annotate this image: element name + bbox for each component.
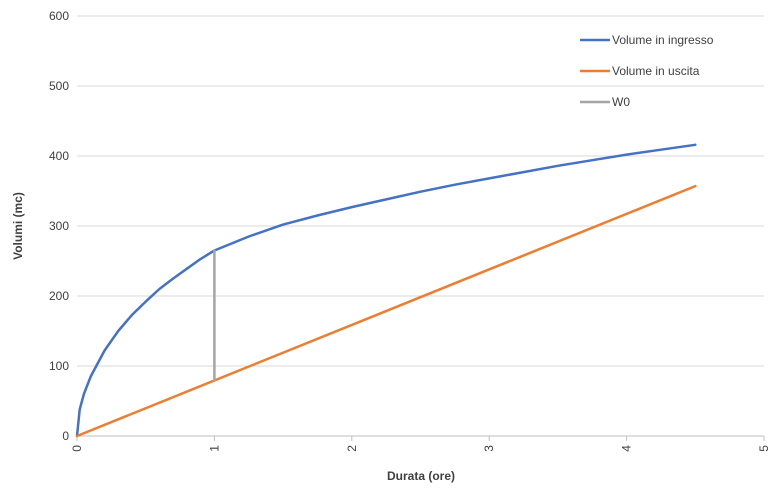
axes: 0 100 200 300 400 500 600 0 1 2 3 4 5	[49, 9, 769, 452]
legend-label: Volume in ingresso	[612, 33, 714, 47]
y-tick-label: 200	[49, 289, 69, 303]
y-tick-label: 300	[49, 219, 69, 233]
y-axis-title: Volumi (mc)	[11, 192, 25, 260]
legend: Volume in ingresso Volume in uscita W0	[580, 33, 714, 109]
series-lines	[75, 143, 697, 438]
x-tick-label: 5	[757, 445, 769, 452]
series-line-1	[75, 143, 697, 438]
x-tick-label: 0	[70, 445, 84, 452]
series-line-2	[75, 184, 697, 438]
y-tick-label: 100	[49, 359, 69, 373]
x-tick-label: 1	[207, 445, 221, 452]
x-tick-label: 3	[482, 445, 496, 452]
legend-label: Volume in uscita	[612, 64, 700, 78]
x-tick-label: 2	[345, 445, 359, 452]
x-axis-title: Durata (ore)	[387, 469, 455, 483]
y-tick-label: 600	[49, 9, 69, 23]
gridlines	[77, 15, 764, 367]
y-tick-label: 500	[49, 79, 69, 93]
y-tick-label: 0	[62, 429, 69, 443]
x-tick-label: 4	[620, 445, 634, 452]
y-tick-label: 400	[49, 149, 69, 163]
legend-label: W0	[612, 95, 630, 109]
